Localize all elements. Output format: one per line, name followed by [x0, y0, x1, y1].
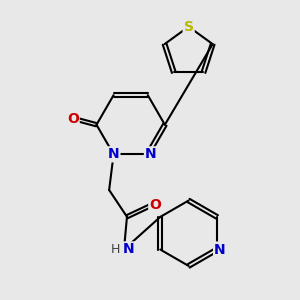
Text: N: N — [123, 242, 134, 256]
Text: O: O — [149, 198, 161, 212]
Text: N: N — [108, 147, 119, 161]
Text: H: H — [110, 243, 120, 256]
Text: S: S — [184, 20, 194, 34]
Text: N: N — [214, 243, 226, 256]
Text: N: N — [145, 147, 157, 161]
Text: O: O — [67, 112, 79, 126]
